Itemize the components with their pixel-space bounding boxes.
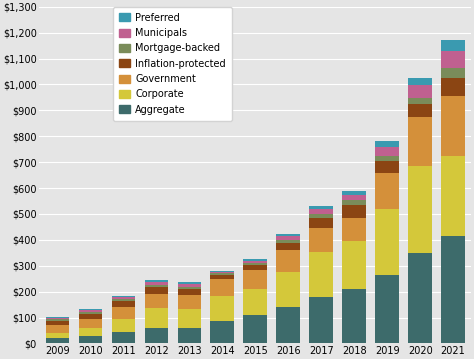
Bar: [145, 280, 168, 282]
Bar: [244, 315, 267, 344]
Bar: [441, 156, 465, 236]
Bar: [46, 318, 69, 320]
Bar: [310, 297, 333, 344]
Bar: [375, 156, 399, 161]
Bar: [408, 117, 432, 166]
Bar: [276, 272, 300, 307]
Bar: [441, 51, 465, 68]
Bar: [111, 299, 136, 302]
Bar: [79, 320, 102, 328]
Bar: [342, 195, 366, 200]
Bar: [210, 296, 234, 321]
Bar: [310, 206, 333, 209]
Bar: [342, 200, 366, 205]
Bar: [244, 258, 267, 261]
Bar: [408, 85, 432, 98]
Bar: [145, 294, 168, 308]
Bar: [46, 320, 69, 321]
Bar: [178, 328, 201, 344]
Bar: [408, 104, 432, 117]
Bar: [342, 191, 366, 195]
Bar: [145, 287, 168, 294]
Bar: [276, 237, 300, 240]
Legend: Preferred, Municipals, Mortgage-backed, Inflation-protected, Government, Corpora: Preferred, Municipals, Mortgage-backed, …: [113, 7, 232, 121]
Bar: [210, 271, 234, 272]
Bar: [408, 253, 432, 344]
Bar: [276, 234, 300, 237]
Bar: [210, 279, 234, 296]
Bar: [210, 321, 234, 344]
Bar: [210, 272, 234, 273]
Bar: [178, 287, 201, 289]
Bar: [375, 173, 399, 209]
Bar: [342, 289, 366, 344]
Bar: [408, 166, 432, 253]
Bar: [79, 309, 102, 310]
Bar: [342, 241, 366, 289]
Bar: [276, 243, 300, 250]
Bar: [111, 332, 136, 344]
Bar: [145, 285, 168, 287]
Bar: [79, 312, 102, 314]
Bar: [111, 319, 136, 332]
Bar: [210, 273, 234, 275]
Bar: [210, 275, 234, 279]
Bar: [441, 68, 465, 78]
Bar: [375, 141, 399, 147]
Bar: [79, 310, 102, 312]
Bar: [145, 308, 168, 328]
Bar: [310, 218, 333, 228]
Bar: [276, 307, 300, 344]
Bar: [310, 252, 333, 297]
Bar: [244, 265, 267, 270]
Bar: [79, 328, 102, 336]
Bar: [46, 321, 69, 325]
Bar: [111, 307, 136, 319]
Bar: [244, 263, 267, 265]
Bar: [145, 282, 168, 285]
Bar: [310, 228, 333, 252]
Bar: [375, 147, 399, 156]
Bar: [244, 270, 267, 289]
Bar: [276, 250, 300, 272]
Bar: [441, 78, 465, 96]
Bar: [145, 328, 168, 344]
Bar: [46, 325, 69, 332]
Bar: [178, 284, 201, 287]
Bar: [178, 289, 201, 295]
Bar: [244, 289, 267, 315]
Bar: [408, 98, 432, 104]
Bar: [79, 314, 102, 320]
Bar: [441, 39, 465, 51]
Bar: [375, 209, 399, 275]
Bar: [375, 275, 399, 344]
Bar: [441, 96, 465, 156]
Bar: [342, 205, 366, 218]
Bar: [310, 209, 333, 214]
Bar: [79, 336, 102, 344]
Bar: [244, 261, 267, 263]
Bar: [178, 282, 201, 284]
Bar: [441, 236, 465, 344]
Bar: [276, 240, 300, 243]
Bar: [310, 214, 333, 218]
Bar: [46, 317, 69, 318]
Bar: [111, 296, 136, 297]
Bar: [178, 309, 201, 328]
Bar: [408, 78, 432, 85]
Bar: [342, 218, 366, 241]
Bar: [46, 338, 69, 344]
Bar: [46, 332, 69, 338]
Bar: [375, 161, 399, 173]
Bar: [178, 295, 201, 309]
Bar: [111, 297, 136, 299]
Bar: [111, 302, 136, 307]
